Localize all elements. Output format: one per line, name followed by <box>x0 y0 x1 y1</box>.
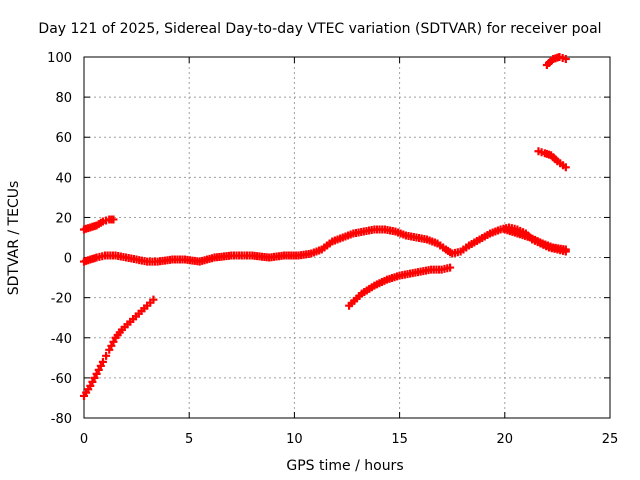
x-tick-label: 10 <box>286 432 303 447</box>
y-tick-label: -80 <box>51 412 72 427</box>
data-point <box>561 55 570 64</box>
x-axis-label: GPS time / hours <box>286 458 403 474</box>
data-point <box>90 373 99 382</box>
series-main-band <box>80 223 570 266</box>
series-segment-100 <box>542 53 570 70</box>
x-tick-label: 0 <box>80 432 88 447</box>
series-segment-54 <box>534 147 570 172</box>
data-point <box>149 295 158 304</box>
y-tick-label: 100 <box>47 51 72 66</box>
chart-title: Day 121 of 2025, Sidereal Day-to-day VTE… <box>38 21 601 37</box>
plot-frame <box>83 56 611 419</box>
data-point <box>446 263 455 272</box>
data-point <box>92 369 101 378</box>
data-point <box>86 381 95 390</box>
data-point <box>102 351 111 360</box>
series-steep-rise <box>80 295 158 400</box>
data-point <box>561 163 570 172</box>
grid <box>84 57 610 418</box>
data-point <box>94 365 103 374</box>
y-axis-label: SDTVAR / TECUs <box>6 181 22 296</box>
series-right-lower <box>345 263 455 310</box>
y-tick-label: 60 <box>55 131 72 146</box>
x-tick-label: 25 <box>602 432 619 447</box>
axis-ticks: 0 5 10 15 20 25 -80 -60 -40 -20 0 20 40 60 80 100 <box>47 51 618 447</box>
y-tick-label: 40 <box>55 171 72 186</box>
x-tick-label: 15 <box>391 432 408 447</box>
x-tick-label: 5 <box>185 432 193 447</box>
y-tick-label: 0 <box>64 252 72 267</box>
series-early-upper <box>80 215 118 234</box>
y-tick-label: -40 <box>51 332 72 347</box>
data-point <box>109 337 118 346</box>
data-point <box>88 377 97 386</box>
y-tick-label: 80 <box>55 91 72 106</box>
data-marks <box>80 53 570 400</box>
data-point <box>109 215 118 224</box>
y-tick-label: -20 <box>51 292 72 307</box>
data-point <box>96 361 105 370</box>
series-descend-from-20 <box>500 225 570 254</box>
y-tick-label: -60 <box>51 372 72 387</box>
data-point <box>105 345 114 354</box>
y-tick-label: 20 <box>55 211 72 226</box>
data-point <box>107 341 116 350</box>
data-point <box>98 357 107 366</box>
data-point <box>561 245 570 254</box>
x-tick-label: 20 <box>497 432 514 447</box>
